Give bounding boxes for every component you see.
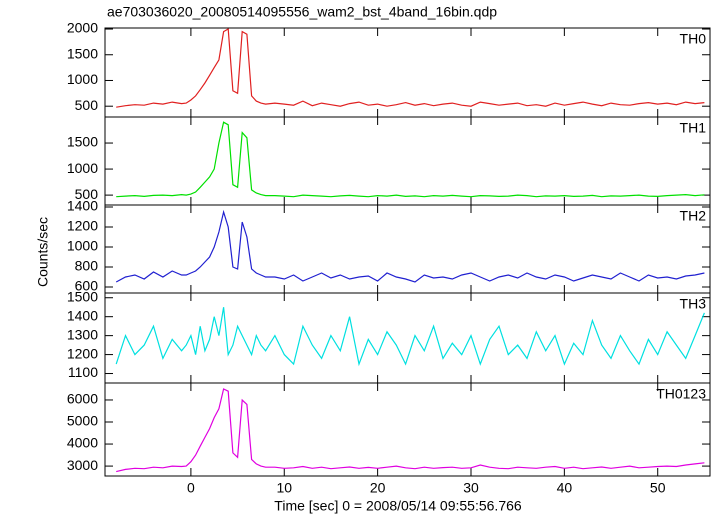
y-tick-label: 800 [75,258,99,274]
light-curve [115,209,705,283]
legend-label: TH2 [680,208,707,224]
y-tick-label: 1000 [67,238,98,254]
legend-label: TH0 [680,31,707,47]
chart-title: ae703036020_20080514095556_wam2_bst_4ban… [107,4,497,20]
y-tick-label: 2000 [67,20,98,36]
x-tick-label: 10 [276,480,292,496]
y-tick-label: 1500 [67,134,98,150]
panel-frame [104,382,711,477]
y-tick-label: 1000 [67,160,98,176]
y-tick-label: 600 [75,278,99,294]
light-curve [116,388,705,473]
y-tick-label: 1100 [68,364,98,380]
y-tick-label: 1000 [67,71,98,87]
y-axis-label: Counts/sec [35,217,51,287]
y-tick-label: 5000 [67,413,98,429]
y-tick-label: 4000 [67,435,98,451]
y-tick-label: 3000 [67,457,98,473]
y-tick-label: 1200 [67,345,98,361]
x-tick-label: 50 [650,480,666,496]
legend-label: TH3 [680,296,707,312]
y-tick-label: 500 [75,97,99,113]
light-curve [116,28,705,108]
y-tick-label: 1300 [67,326,98,342]
x-tick-label: 20 [370,480,386,496]
y-tick-label: 1400 [67,198,98,214]
legend-label: TH0123 [656,386,706,402]
x-axis-label: Time [sec] 0 = 2008/05/14 09:55:56.766 [274,498,522,514]
x-tick-label: 40 [557,480,573,496]
y-tick-label: 1400 [67,307,98,323]
y-tick-label: 1200 [67,218,98,234]
y-tick-label: 1500 [67,288,98,304]
y-tick-label: 1500 [67,45,98,61]
x-tick-label: 30 [463,480,479,496]
y-tick-label: 6000 [67,391,98,407]
x-tick-label: 0 [187,480,195,496]
legend-label: TH1 [680,120,707,136]
y-tick-label: 500 [75,186,99,202]
light-curve [115,307,705,367]
light-curve [116,121,705,198]
